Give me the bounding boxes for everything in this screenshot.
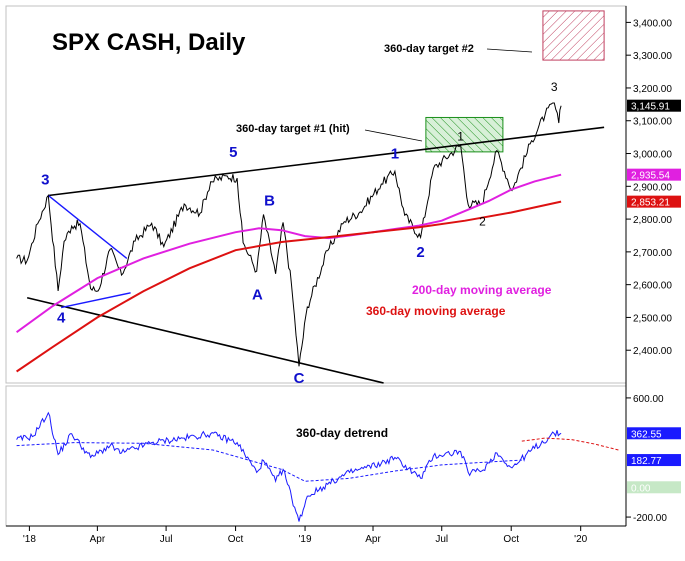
- x-tick-label: Jul: [160, 534, 173, 545]
- trendline: [48, 126, 605, 197]
- y-tick-label: 2,900.00: [633, 182, 672, 193]
- wave-label: 2: [416, 244, 424, 261]
- detrend-line: [521, 437, 619, 451]
- chart-title: SPX CASH, Daily: [52, 29, 246, 56]
- series-line: [16, 200, 562, 373]
- annotation-label: 360-day target #1 (hit): [236, 123, 350, 135]
- value-tag-box: [627, 481, 681, 494]
- value-tag-label: 2,853.21: [631, 198, 670, 209]
- annotation-label: 360-day moving average: [366, 304, 506, 318]
- value-tag-box: [627, 99, 681, 112]
- wave-label: 3: [551, 80, 558, 94]
- trendlines: [26, 126, 605, 384]
- series-line: [16, 102, 562, 367]
- wave-label: 5: [229, 144, 237, 161]
- annotation-label: 200-day moving average: [412, 283, 552, 297]
- detrend-line: [16, 442, 522, 482]
- y-tick-label: 2,500.00: [633, 313, 672, 324]
- wave-label: 1: [457, 129, 464, 143]
- target-zone-hatch: [542, 10, 605, 61]
- y-tick-label: -200.00: [633, 513, 667, 524]
- value-tag-label: 3,145.91: [631, 102, 670, 113]
- y-tick-label: 3,200.00: [633, 84, 672, 95]
- y-tick-label: 2,800.00: [633, 215, 672, 226]
- value-tag-label: 2,935.54: [631, 171, 670, 182]
- x-tick-label: '18: [23, 534, 36, 545]
- value-tags: 3,145.91 2,935.54 2,853.21 362.55 182.77 0.00: [627, 99, 681, 494]
- wave-labels: 3 4 5 A B C 1 2 1 2 3: [41, 80, 558, 387]
- main-series: [16, 102, 562, 373]
- wave-label: 2: [479, 215, 486, 229]
- y-axis-ticks: 3,400.00 3,300.00 3,200.00 3,100.00 3,000.00…: [626, 18, 672, 524]
- annotations: 360-day target #1 (hit) 360-day target #2…: [236, 43, 552, 318]
- x-tick-label: '19: [299, 534, 312, 545]
- wave-label: 3: [41, 172, 49, 189]
- y-tick-label: 2,400.00: [633, 346, 672, 357]
- annotation-label: 360-day target #2: [384, 43, 474, 55]
- target-zone-hatch: [425, 117, 503, 152]
- y-tick-label: 2,700.00: [633, 248, 672, 259]
- x-axis-ticks: '18 Apr Jul Oct '19 Apr Jul Oct '20: [23, 526, 588, 545]
- value-tag-box: [627, 427, 681, 440]
- detrend-series: [16, 411, 619, 522]
- wave-label: C: [294, 370, 305, 387]
- x-tick-label: '20: [574, 534, 587, 545]
- value-tag-box: [627, 454, 681, 467]
- trendline: [26, 296, 384, 384]
- wave-label: 1: [391, 145, 399, 162]
- y-tick-label: 600.00: [633, 394, 664, 405]
- x-tick-label: Apr: [90, 534, 106, 545]
- trendline: [47, 194, 128, 259]
- wave-label: A: [252, 286, 263, 303]
- value-tag-box: [627, 195, 681, 208]
- trendline: [60, 292, 131, 309]
- value-tag-label: 182.77: [631, 456, 662, 467]
- x-tick-label: Oct: [228, 534, 244, 545]
- detrend-panel-title: 360-day detrend: [296, 426, 388, 440]
- y-tick-label: 3,300.00: [633, 51, 672, 62]
- annotation-leader: [486, 48, 533, 53]
- detrend-line: [16, 411, 562, 522]
- x-tick-label: Oct: [503, 534, 519, 545]
- value-tag-box: [627, 168, 681, 181]
- target-zones: [425, 10, 605, 153]
- annotation-leader: [364, 129, 423, 142]
- y-tick-label: 3,400.00: [633, 18, 672, 29]
- x-tick-label: Jul: [435, 534, 448, 545]
- wave-label: B: [264, 192, 275, 209]
- y-tick-label: 2,600.00: [633, 281, 672, 292]
- x-tick-label: Apr: [365, 534, 381, 545]
- y-tick-label: 3,100.00: [633, 117, 672, 128]
- wave-label: 4: [57, 309, 66, 326]
- value-tag-label: 362.55: [631, 429, 662, 440]
- value-tag-label: 0.00: [631, 483, 651, 494]
- y-tick-label: 3,000.00: [633, 150, 672, 161]
